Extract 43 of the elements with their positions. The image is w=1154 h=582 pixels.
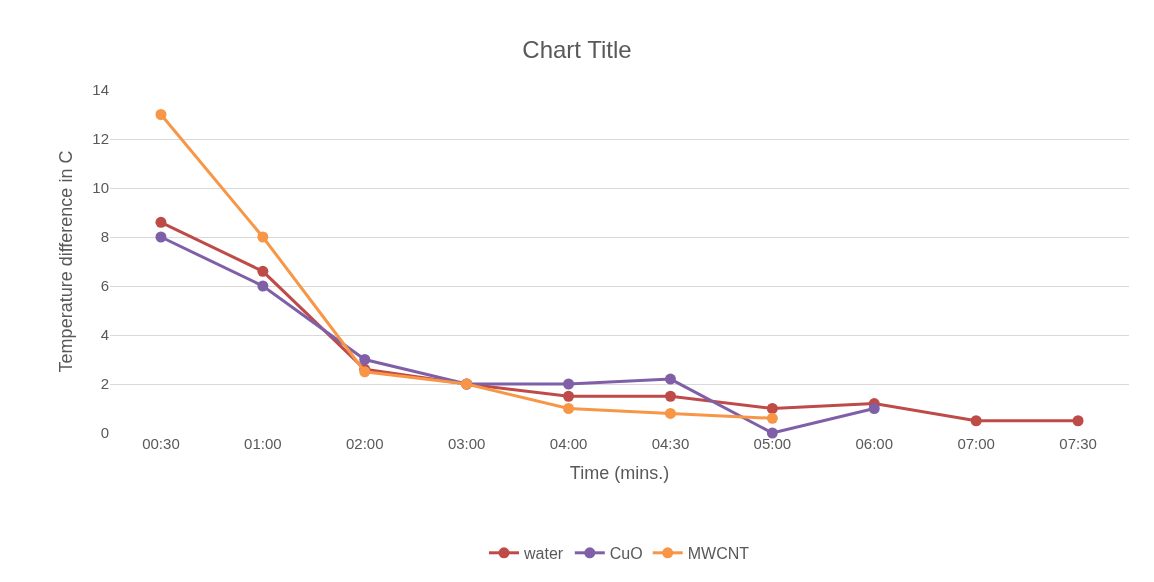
point [664,407,676,419]
x-tick-label: 01:00 [244,435,282,452]
point [359,354,371,365]
x-tick-label: 04:30 [651,435,690,452]
point [155,231,167,243]
y-tick-label: 4 [100,326,109,344]
point [868,403,880,414]
x-tick-label: 07:00 [957,435,995,452]
x-tick-label: 07:30 [1059,435,1097,452]
y-tick-label: 6 [100,277,109,295]
legend-label: MWCNT [687,545,750,563]
point [155,109,167,120]
point [563,403,575,414]
y-tick-label: 10 [92,179,109,197]
y-tick-label: 2 [100,375,109,393]
point [766,412,778,424]
x-axis-title: Time (mins.) [569,463,670,484]
chart-title: Chart Title [522,35,632,63]
y-tick-label: 0 [100,424,109,442]
point [664,390,676,402]
point [257,280,269,292]
legend-label: CuO [609,545,643,563]
y-axis-title: Temperature difference in C [55,150,76,373]
y-tick-label: 12 [92,130,109,148]
y-tick-label: 14 [92,81,109,99]
x-tick-label: 04:00 [549,435,588,452]
y-tick-label: 8 [100,228,109,246]
x-tick-label: 00:30 [142,435,180,452]
legend-label: water [523,545,564,563]
point [970,415,982,427]
point [563,390,575,402]
point [766,403,778,414]
point [257,265,269,277]
point [1072,415,1084,427]
x-tick-label: 05:00 [753,435,792,452]
point [766,427,778,439]
x-tick-label: 02:00 [345,435,384,452]
point [257,231,269,243]
x-tick-label: 06:00 [855,435,894,452]
point [664,373,676,385]
point [563,378,575,390]
x-tick-label: 03:00 [447,435,486,452]
point [155,216,167,228]
